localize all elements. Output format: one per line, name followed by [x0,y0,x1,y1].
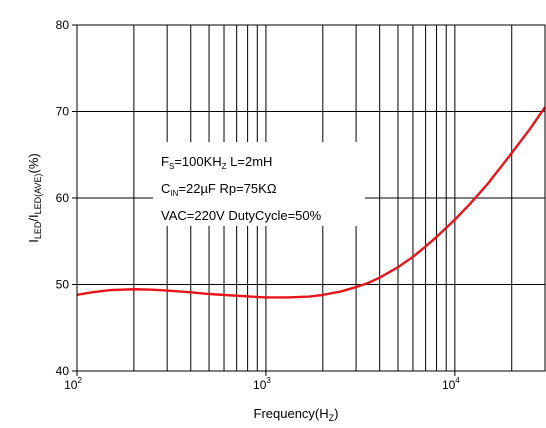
annotation-text: =22µF Rp=75KΩ [178,181,276,196]
x-axis-title-main: Frequency(H [254,406,329,421]
annotation-line: CIN=22µF Rp=75KΩ [161,181,277,198]
y-tick-label: 70 [56,105,70,119]
annotation-line: FS=100KHZ L=2mH [161,154,272,171]
annotation-box: FS=100KHZ L=2mH CIN=22µF Rp=75KΩ VAC=220V … [153,142,365,226]
y-axis-title-part: LED [33,221,43,239]
y-tick-label: 40 [56,364,70,378]
annotation-subscript: IN [170,189,178,198]
y-axis-title-part: (%) [26,153,41,173]
annotation-text: VAC=220V DutyCycle=50% [161,208,322,223]
x-tick-exponent: 2 [77,376,82,385]
x-tick-label: 104 [442,376,460,392]
x-tick-base: 10 [442,378,456,392]
x-tick-label: 103 [253,376,271,392]
x-tick-exponent: 3 [266,376,271,385]
annotation-subscript: S [169,162,174,171]
y-tick-label: 80 [56,18,70,32]
x-tick-exponent: 4 [455,376,460,385]
annotation-line: VAC=220V DutyCycle=50% [161,208,322,223]
x-axis-title: Frequency(HZ) [254,406,339,423]
x-tick-base: 10 [253,378,267,392]
annotation-text: C [161,181,170,196]
axis-titles: Frequency(HZ)ILED/ILED(AVE)(%) [26,153,338,423]
y-axis-title-part: /I [26,214,41,221]
annotation-text: L=2mH [227,154,273,169]
y-tick-label: 50 [56,278,70,292]
annotation-background [153,142,365,226]
y-tick-label: 60 [56,191,70,205]
annotation-subscript: Z [222,162,227,171]
grid [77,25,545,371]
annotation-text: =100KH [174,154,221,169]
y-axis-title-part: LED(AVE) [33,173,43,214]
y-axis-title: ILED/ILED(AVE)(%) [26,153,43,242]
annotation-text: F [161,154,169,169]
x-axis-title-sub: Z [329,413,335,423]
x-axis-title-end: ) [334,406,338,421]
series-layer [76,106,546,299]
y-axis-title-part: I [26,239,41,243]
x-tick-label: 102 [64,376,82,392]
series-line [76,106,546,299]
x-tick-base: 10 [64,378,78,392]
plot-frame [72,24,546,376]
